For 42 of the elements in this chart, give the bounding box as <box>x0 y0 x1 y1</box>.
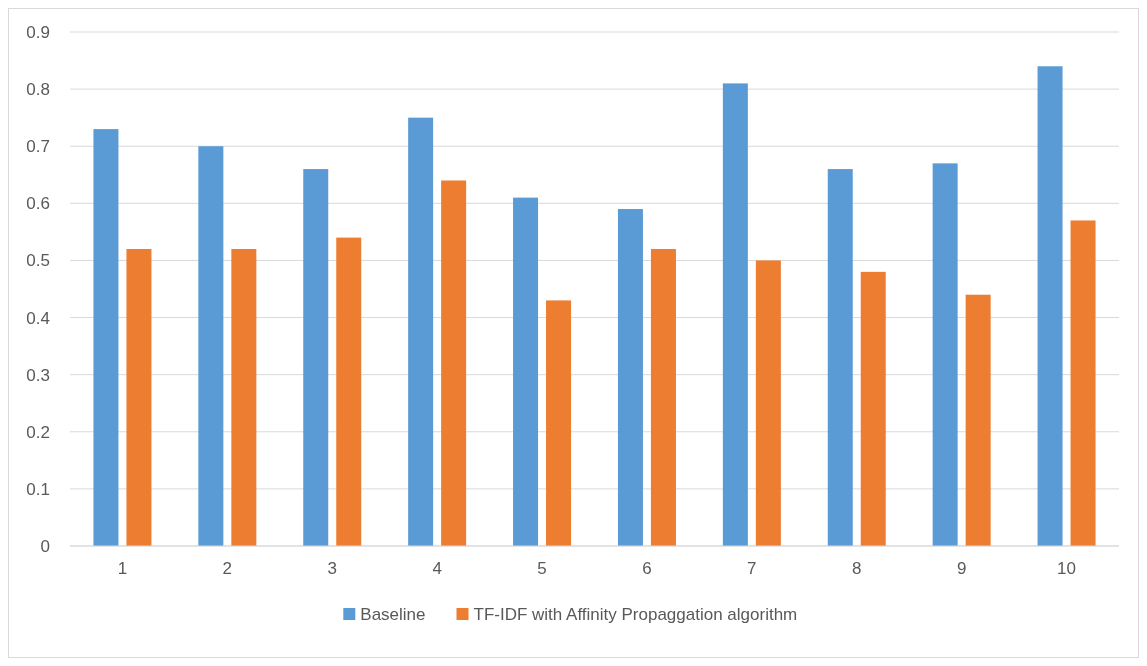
y-tick-label: 0.3 <box>26 365 50 385</box>
bar <box>303 169 329 546</box>
y-tick-label: 0.8 <box>26 80 50 100</box>
y-tick-label: 0.5 <box>26 251 50 271</box>
legend-label: TF-IDF with Affinity Propaggation algorithm <box>473 604 798 624</box>
bar <box>617 209 643 546</box>
bar <box>1070 220 1096 546</box>
x-tick-label: 6 <box>642 559 652 578</box>
x-tick-label: 1 <box>117 559 128 578</box>
bar <box>93 129 119 546</box>
y-tick-label: 0 <box>40 536 50 556</box>
x-tick-label: 4 <box>432 559 442 578</box>
bar <box>650 249 676 546</box>
x-tick-label: 7 <box>747 559 757 578</box>
bar <box>932 163 958 546</box>
x-tick-label: 2 <box>222 559 233 578</box>
bar <box>755 260 781 546</box>
y-tick-label: 0.2 <box>26 422 50 442</box>
bar <box>126 249 152 546</box>
bar <box>513 197 539 546</box>
legend-label: Baseline <box>360 604 426 624</box>
bar <box>965 294 991 546</box>
y-tick-label: 0.6 <box>26 194 50 214</box>
y-tick-label: 0.1 <box>26 479 50 499</box>
bar <box>860 271 886 546</box>
bar <box>336 237 362 546</box>
x-tick-label: 3 <box>327 559 337 578</box>
y-tick-label: 0.7 <box>26 137 50 157</box>
x-tick-label: 9 <box>956 559 967 578</box>
y-tick-label: 0.4 <box>26 308 50 328</box>
bar <box>546 300 572 546</box>
x-tick-label: 8 <box>852 559 862 578</box>
bar <box>827 169 853 546</box>
x-tick-label: 5 <box>537 559 547 578</box>
bar <box>198 146 224 546</box>
bar <box>231 249 257 546</box>
bar <box>441 180 467 546</box>
bar <box>1037 66 1063 546</box>
bar <box>408 117 434 546</box>
x-tick-label: 10 <box>1057 559 1077 578</box>
bar <box>722 83 748 546</box>
y-tick-label: 0.9 <box>26 22 50 42</box>
